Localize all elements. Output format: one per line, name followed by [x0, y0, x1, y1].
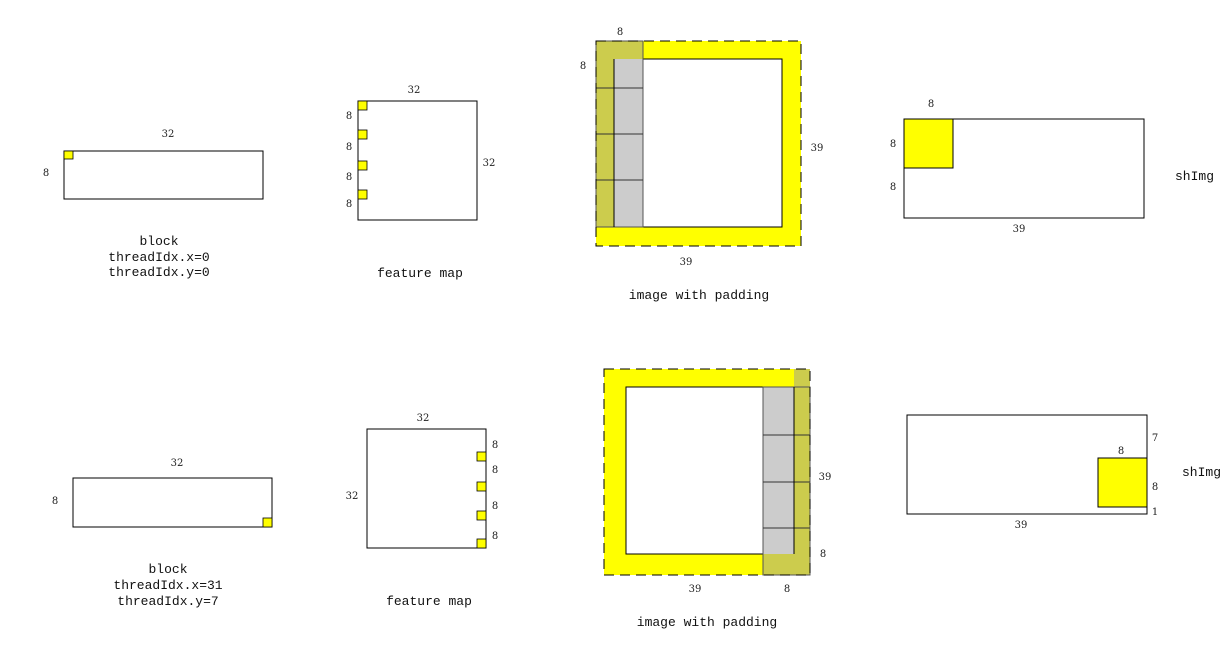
- top-feature-map-row-label: 8: [346, 111, 352, 122]
- top-shimg-left-top-label: 8: [890, 139, 896, 150]
- top-shimg-panel: 8 8 8 39 shImg: [890, 99, 1214, 235]
- bottom-feature-map-row-label: 8: [492, 440, 498, 451]
- top-block-caption-line2: threadIdx.x=0: [108, 250, 209, 265]
- top-feature-map-row-label: 8: [346, 142, 352, 153]
- top-feature-map-thread-cell: [357, 160, 368, 171]
- bottom-block-thread-cell: [262, 517, 273, 528]
- top-tile-overlap-top: [614, 41, 643, 59]
- top-shimg-bottom-label: 39: [1013, 224, 1026, 235]
- top-feature-map-thread-cell: [357, 129, 368, 140]
- top-padded-top-label: 8: [617, 27, 623, 38]
- top-feature-map-height-label: 32: [483, 158, 496, 169]
- bottom-feature-map-height-label: 32: [346, 491, 359, 502]
- bottom-padding-dashed-border: [603, 368, 811, 576]
- top-padded-right-label: 39: [811, 143, 824, 154]
- top-padded-left-label: 8: [580, 61, 586, 72]
- bottom-padded-bottom-right-label: 8: [784, 584, 790, 595]
- bottom-feature-map-width-label: 32: [417, 413, 430, 424]
- bottom-shimg-title: shImg: [1182, 465, 1221, 480]
- bottom-shimg-right-bottom-label: 1: [1152, 507, 1158, 518]
- top-feature-map-caption: feature map: [377, 266, 463, 281]
- bottom-block-rect: [72, 477, 273, 528]
- top-feature-map-panel: 32 32 8 8 8 8 feature map: [346, 85, 496, 281]
- top-block-caption-line1: block: [139, 234, 178, 249]
- top-feature-map-row-label: 8: [346, 199, 352, 210]
- top-padded-bottom-label: 39: [680, 257, 693, 268]
- bottom-feature-map-thread-cell: [476, 481, 487, 492]
- bottom-feature-map-rect: [366, 428, 487, 549]
- bottom-padded-caption: image with padding: [637, 615, 777, 630]
- bottom-block-caption-line1: block: [148, 562, 187, 577]
- top-block-height-label: 8: [43, 168, 49, 179]
- bottom-feature-map-row-label: 8: [492, 465, 498, 476]
- bottom-tile-overlap-bottom: [763, 554, 794, 575]
- top-feature-map-thread-cell: [357, 189, 368, 200]
- bottom-feature-map-row-label: 8: [492, 501, 498, 512]
- bottom-padded-bottom-label: 39: [689, 584, 702, 595]
- top-feature-map-width-label: 32: [408, 85, 421, 96]
- bottom-feature-map-caption: feature map: [386, 594, 472, 609]
- bottom-feature-map-row-label: 8: [492, 531, 498, 542]
- bottom-feature-map-thread-cell: [476, 451, 487, 462]
- bottom-block-caption-line2: threadIdx.x=31: [113, 578, 222, 593]
- bottom-shimg-right-top-label: 7: [1152, 433, 1158, 444]
- top-feature-map-row-label: 8: [346, 172, 352, 183]
- top-shimg-tile-label: 8: [928, 99, 934, 110]
- bottom-shimg-tile: [1097, 457, 1148, 508]
- bottom-shimg-tile-label: 8: [1118, 446, 1124, 457]
- top-padding-dashed-border: [595, 40, 802, 247]
- bottom-feature-map-thread-cell: [476, 538, 487, 549]
- top-block-panel: 32 8 block threadIdx.x=0 threadIdx.y=0: [43, 129, 264, 280]
- bottom-feature-map-panel: 32 32 8 8 8 8 feature map: [346, 413, 499, 609]
- bottom-feature-map-thread-cell: [476, 510, 487, 521]
- bottom-shimg-panel: 8 7 8 1 39 shImg: [906, 414, 1221, 531]
- bottom-padded-right-bottom-label: 8: [820, 549, 826, 560]
- top-block-thread-cell: [63, 150, 74, 160]
- top-feature-map-rect: [357, 100, 478, 221]
- bottom-block-height-label: 8: [52, 496, 58, 507]
- top-padded-caption: image with padding: [629, 288, 769, 303]
- bottom-tile-overlap-right: [794, 369, 810, 575]
- top-block-caption-line3: threadIdx.y=0: [108, 265, 209, 280]
- bottom-block-caption-line3: threadIdx.y=7: [117, 594, 218, 609]
- top-shimg-tile: [903, 118, 954, 169]
- bottom-shimg-right-mid-label: 8: [1152, 482, 1158, 493]
- top-padded-image-panel: 8 8 39 39 image with padding: [580, 27, 824, 303]
- top-block-width-label: 32: [162, 129, 175, 140]
- top-feature-map-thread-cell: [357, 100, 368, 111]
- top-shimg-title: shImg: [1175, 169, 1214, 184]
- bottom-padded-right-label: 39: [819, 472, 832, 483]
- bottom-block-panel: 32 8 block threadIdx.x=31 threadIdx.y=7: [52, 458, 273, 609]
- bottom-shimg-bottom-label: 39: [1015, 520, 1028, 531]
- bottom-padded-image-panel: 39 8 39 8 image with padding: [603, 368, 832, 630]
- bottom-block-width-label: 32: [171, 458, 184, 469]
- top-block-rect: [63, 150, 264, 200]
- bottom-tile-column: [763, 387, 794, 554]
- top-shimg-left-bottom-label: 8: [890, 182, 896, 193]
- top-tile-column: [614, 59, 643, 227]
